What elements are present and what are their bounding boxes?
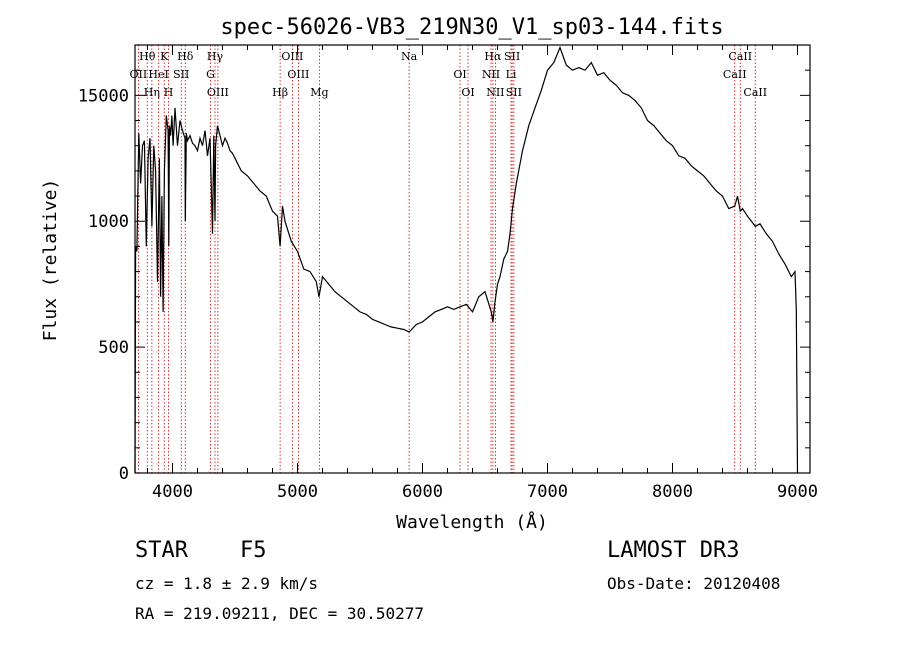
spectral-line-label: Mg [310,86,328,99]
spectral-line-label: Na [401,50,418,63]
x-tick-label: 7000 [527,482,568,502]
spectral-line-label: SII [504,50,520,63]
spectral-line-label: NII [482,68,500,81]
y-axis-label: Flux (relative) [40,179,61,342]
object-type: STAR [135,538,188,563]
x-axis-ticks: 4000 5000 6000 7000 8000 9000 [147,45,818,502]
object-subclass: F5 [240,538,267,563]
chart-title: spec-56026-VB3_219N30_V1_sp03-144.fits [220,15,723,40]
y-tick-label: 500 [98,338,129,358]
spectral-line-label: Li [506,68,517,81]
spectral-line-label: Hγ [207,50,224,63]
spectral-line-markers [137,45,756,473]
y-tick-label: 0 [119,464,129,484]
spectral-line-label: OII [130,68,148,81]
spectral-line-label: Hα [484,50,502,63]
x-tick-label: 8000 [652,482,693,502]
spectral-line-label: SII [173,68,189,81]
obs-date: Obs-Date: 20120408 [607,574,781,593]
x-tick-label: 9000 [777,482,818,502]
coordinates-readout: RA = 219.09211, DEC = 30.50277 [135,604,424,623]
spectral-line-label: Hβ [272,86,288,99]
plot-frame [134,44,811,474]
x-tick-label: 6000 [402,482,443,502]
x-tick-label: 4000 [152,482,193,502]
spectral-line-label: HeI [148,68,168,81]
spectral-line-label: OI [461,86,474,99]
spectral-line-label: OIII [207,86,229,99]
spectral-line-label: OIII [281,50,303,63]
y-axis-ticks: 0 500 1000 15000 [78,69,810,484]
spectral-line-label: H [164,86,174,99]
spectral-line-label: OI [453,68,466,81]
spectral-line-label: Hθ [139,50,156,63]
spectral-line-label: Hδ [177,50,194,63]
x-axis-label: Wavelength (Å) [396,511,548,533]
y-tick-label: 1000 [88,212,129,232]
spectral-line-label: Hη [144,86,160,99]
spectral-line-label: CaII [723,68,747,81]
spectral-line-label: CaII [728,50,752,63]
spectral-line-label: NII [486,86,504,99]
x-tick-label: 5000 [277,482,318,502]
spectral-line-labels: HθOIIHηKHeIHHδSIIOIIIHγGHβOIIIOIIIMgNaOI… [130,50,768,99]
spectral-line-label: OIII [287,68,309,81]
spectral-line-label: K [160,50,169,63]
spectral-line-label: CaII [743,86,767,99]
velocity-readout: cz = 1.8 ± 2.9 km/s [135,574,319,593]
survey-name: LAMOST DR3 [607,538,740,563]
spectral-line-label: SII [506,86,522,99]
y-tick-label: 15000 [78,86,129,106]
spectrum-series-line [134,45,799,474]
spectral-line-label: G [206,68,215,81]
